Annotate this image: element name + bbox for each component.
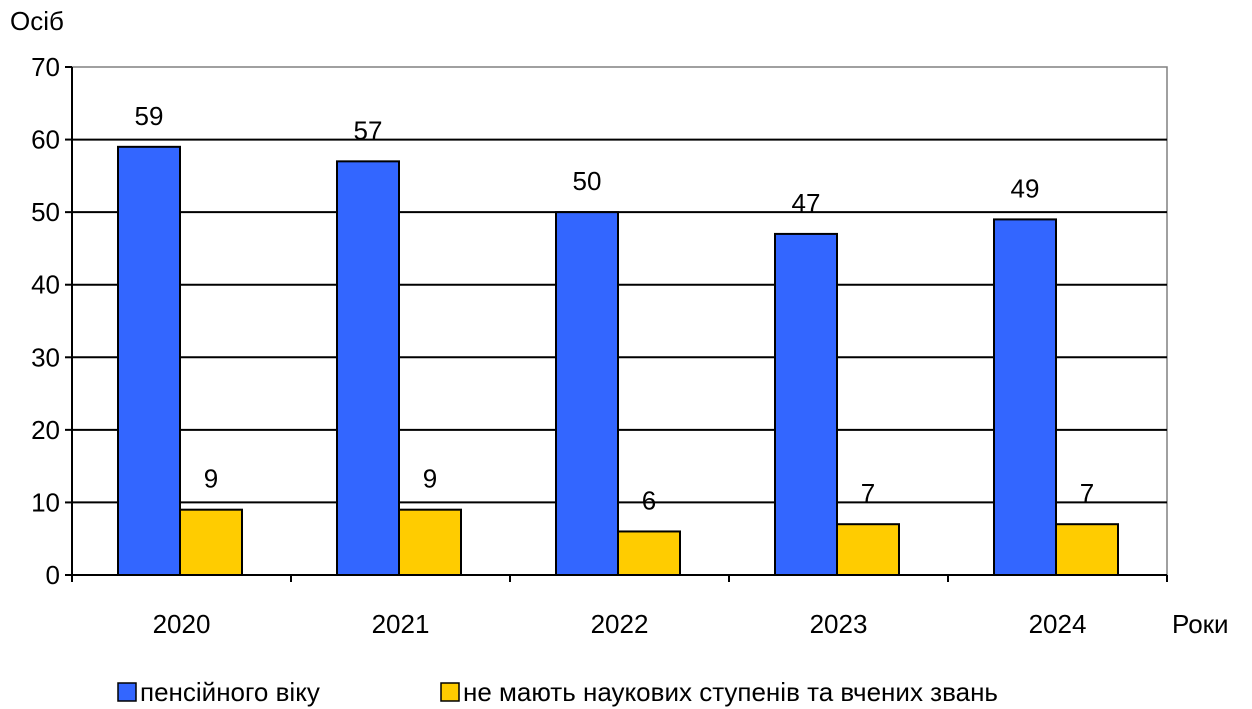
- data-label: 49: [1011, 173, 1040, 203]
- x-tick-label: 2020: [153, 609, 211, 639]
- bar-no-degree-2024: [1055, 523, 1119, 577]
- bar-no-degree-2023: [836, 523, 900, 577]
- data-label: 6: [642, 485, 656, 515]
- x-tick-label: 2024: [1029, 609, 1087, 639]
- bar-pension-age-2022: [555, 211, 619, 576]
- bar-no-degree-2022: [617, 530, 681, 577]
- x-tick-label: 2022: [591, 609, 649, 639]
- x-axis-label: Роки: [1172, 609, 1229, 639]
- data-label: 7: [861, 478, 875, 508]
- data-label: 7: [1080, 478, 1094, 508]
- bar-no-degree-2020: [179, 508, 243, 576]
- y-tick-label: 30: [31, 342, 60, 372]
- gridlines: [72, 138, 1167, 504]
- data-label: 9: [204, 464, 218, 494]
- data-label: 57: [354, 115, 383, 145]
- y-tick-label: 10: [31, 487, 60, 517]
- y-tick-label: 60: [31, 125, 60, 155]
- bars: [117, 145, 1119, 577]
- x-tick-label: 2023: [810, 609, 868, 639]
- data-labels: 59 9 57 9 50 6 47 7 49 7: [135, 101, 1095, 516]
- x-axis-ticks: 2020 2021 2022 2023 2024: [71, 575, 1168, 639]
- legend-label-no-degree: не мають наукових ступенів та вчених зва…: [463, 677, 998, 707]
- y-tick-label: 0: [46, 560, 60, 590]
- data-label: 50: [573, 166, 602, 196]
- bar-no-degree-2021: [398, 508, 462, 576]
- bar-pension-age-2021: [336, 160, 400, 576]
- legend: пенсійного віку не мають наукових ступені…: [117, 677, 998, 707]
- x-tick-label: 2021: [372, 609, 430, 639]
- y-axis-label: Осіб: [10, 6, 64, 36]
- bar-pension-age-2020: [117, 145, 181, 576]
- data-label: 9: [423, 464, 437, 494]
- legend-swatch-pension-age: [117, 682, 137, 702]
- data-label: 59: [135, 101, 164, 131]
- legend-label-pension-age: пенсійного віку: [140, 677, 320, 707]
- bar-pension-age-2023: [774, 232, 838, 577]
- bar-pension-age-2024: [993, 218, 1057, 576]
- data-label: 47: [792, 188, 821, 218]
- legend-swatch-no-degree: [440, 682, 460, 702]
- y-tick-label: 70: [31, 52, 60, 82]
- y-tick-label: 20: [31, 415, 60, 445]
- y-tick-label: 50: [31, 197, 60, 227]
- y-tick-label: 40: [31, 270, 60, 300]
- y-axis-ticks: 0 10 20 30 40 50 60 70: [31, 52, 72, 590]
